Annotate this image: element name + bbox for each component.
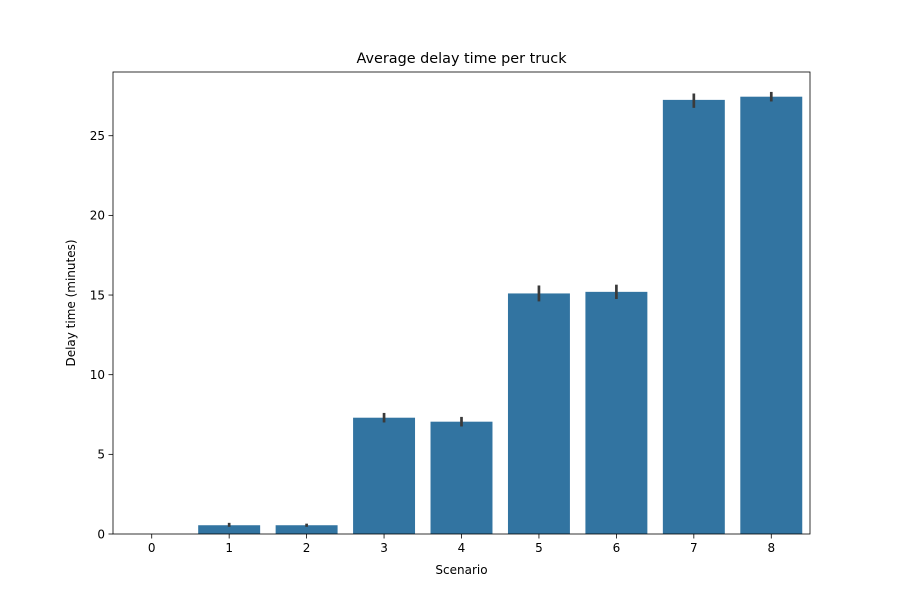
x-tick-label-0: 0	[148, 541, 156, 555]
bar-4	[430, 421, 493, 534]
y-tick-label-15: 15	[90, 288, 105, 302]
x-tick-label-4: 4	[458, 541, 466, 555]
bar-3	[353, 417, 416, 534]
bar-7	[662, 99, 725, 535]
chart-title: Average delay time per truck	[356, 51, 567, 67]
x-tick-label-2: 2	[303, 541, 311, 555]
error-bars-group	[227, 91, 773, 527]
plot-frame	[112, 71, 811, 535]
y-tick-label-10: 10	[90, 368, 105, 382]
bars-group	[198, 96, 803, 535]
x-tick-label-3: 3	[380, 541, 388, 555]
y-tick-label-25: 25	[90, 129, 105, 143]
y-tick-label-0: 0	[97, 527, 105, 541]
bar-6	[585, 291, 648, 534]
bar-8	[740, 96, 803, 534]
axes-spines	[112, 71, 811, 535]
x-tick-label-1: 1	[225, 541, 233, 555]
y-tick-label-20: 20	[90, 209, 105, 223]
x-tick-label-8: 8	[767, 541, 775, 555]
bar-2	[275, 525, 338, 534]
bar-5	[507, 293, 570, 534]
x-tick-label-6: 6	[613, 541, 621, 555]
y-axis-label: Delay time (minutes)	[64, 239, 78, 366]
y-axis: 0 5 10 15 20 25	[90, 129, 113, 541]
x-axis: 0 1 2 3 4 5 6 7 8	[148, 534, 775, 555]
x-axis-label: Scenario	[435, 563, 487, 577]
bar-1	[198, 525, 261, 534]
y-tick-label-5: 5	[97, 448, 105, 462]
x-tick-label-7: 7	[690, 541, 698, 555]
x-tick-label-5: 5	[535, 541, 543, 555]
